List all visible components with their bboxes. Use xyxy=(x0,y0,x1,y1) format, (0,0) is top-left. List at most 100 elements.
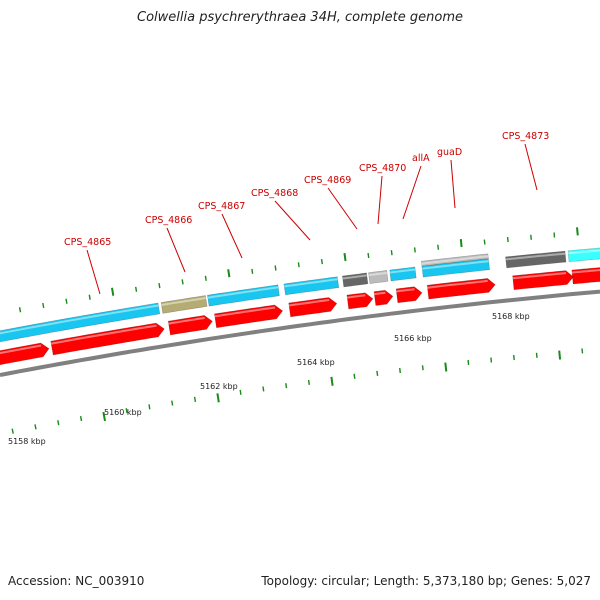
tick-upper xyxy=(135,286,138,292)
tick-lower xyxy=(490,357,493,363)
tick-lower xyxy=(444,362,448,372)
gene-bar-9-highlight xyxy=(505,252,566,261)
tick-lower xyxy=(34,424,37,430)
cds-arrow-8 xyxy=(395,286,423,304)
gene-bar-overlay xyxy=(420,253,489,267)
gene-bar-1 xyxy=(0,302,161,343)
cds-arrow-10 xyxy=(512,270,574,291)
gene-label: CPS_4873 xyxy=(502,131,549,142)
tick-lower xyxy=(239,389,242,395)
tick-lower xyxy=(171,400,174,406)
scale-label: 5162 kbp xyxy=(200,382,238,391)
backbone-line xyxy=(0,289,600,377)
tick-upper xyxy=(437,244,440,250)
cds-arrow-6-highlight xyxy=(347,294,366,299)
tick-lower xyxy=(376,370,379,376)
gene-label: CPS_4870 xyxy=(359,163,406,174)
cds-arrow-4 xyxy=(214,304,284,329)
gene-bar-3-highlight xyxy=(207,286,279,299)
tick-lower xyxy=(11,428,14,434)
tick-upper xyxy=(413,247,416,253)
cds-arrow-1-highlight xyxy=(0,344,42,355)
cds-arrow-9 xyxy=(426,278,496,300)
tick-lower xyxy=(307,379,310,385)
gene-leader-line xyxy=(377,175,383,225)
tick-upper xyxy=(42,302,45,309)
cds-arrow-11-highlight xyxy=(571,269,600,274)
scale-label: 5160 kbp xyxy=(104,408,142,417)
gene-bar-5-highlight xyxy=(342,274,367,280)
gene-leader-line xyxy=(274,200,311,241)
cds-arrow-6 xyxy=(346,292,374,310)
tick-upper xyxy=(297,262,300,268)
gene-bar-5 xyxy=(342,272,369,288)
gene-bar-1-highlight xyxy=(0,304,159,335)
tick-lower xyxy=(216,393,220,403)
tick-upper xyxy=(576,227,579,236)
gene-bar-4 xyxy=(283,276,340,296)
tick-upper xyxy=(320,259,323,265)
tick-upper xyxy=(18,307,22,313)
tick-lower xyxy=(79,415,83,422)
gene-leader-line xyxy=(166,227,186,273)
tick-upper xyxy=(204,275,207,281)
gene-leader-line xyxy=(221,213,243,259)
tick-lower xyxy=(467,359,470,366)
tick-lower xyxy=(285,383,288,389)
cds-arrow-2 xyxy=(50,322,165,356)
gene-bar-4-highlight xyxy=(284,278,338,288)
tick-upper xyxy=(459,238,463,248)
scale-label: 5158 kbp xyxy=(8,437,46,446)
topology-text: Topology: circular; Length: 5,373,180 bp… xyxy=(261,574,591,588)
cds-arrow-8-highlight xyxy=(396,288,415,293)
tick-lower xyxy=(581,348,584,354)
tick-upper xyxy=(367,253,370,259)
tick-lower xyxy=(193,396,197,403)
tick-upper xyxy=(88,294,91,300)
gene-bar-10 xyxy=(567,247,600,263)
tick-upper xyxy=(506,237,509,243)
tick-lower xyxy=(57,420,60,426)
gene-bar-6 xyxy=(368,270,389,284)
cds-arrow-7-highlight xyxy=(374,291,386,296)
cds-arrow-5-highlight xyxy=(288,299,330,307)
gene-label: allA xyxy=(412,153,430,164)
scale-label: 5168 kbp xyxy=(492,312,530,321)
gene-bar-8-highlight xyxy=(422,260,489,270)
tick-lower xyxy=(330,376,334,386)
tick-upper xyxy=(251,268,254,274)
tick-upper xyxy=(343,252,347,262)
gene-label: CPS_4869 xyxy=(304,175,351,186)
tick-upper xyxy=(390,250,393,256)
gene-label: CPS_4868 xyxy=(251,188,298,199)
gene-label: guaD xyxy=(437,147,462,158)
genome-title: Colwellia psychrerythraea 34H, complete … xyxy=(137,10,463,25)
cds-arrow-1 xyxy=(0,342,50,366)
gene-bar-9 xyxy=(505,250,567,269)
gene-leader-line xyxy=(86,249,101,295)
gene-leader-line xyxy=(327,187,358,230)
gene-leader-line xyxy=(402,165,422,220)
gene-bar-2 xyxy=(160,295,208,314)
tick-upper xyxy=(483,239,486,245)
tick-lower xyxy=(102,411,106,422)
tick-upper xyxy=(530,234,532,240)
cds-arrow-10-highlight xyxy=(512,272,567,280)
gene-labels: CPS_4865 CPS_4866 CPS_4867 CPS_4868 CPS_4869… xyxy=(64,131,549,295)
gene-label: CPS_4865 xyxy=(64,237,111,248)
tick-lower xyxy=(513,355,515,361)
genome-backbone xyxy=(0,289,600,377)
cds-arrow-7 xyxy=(373,289,394,306)
gene-bar-2-highlight xyxy=(161,297,206,306)
cds-arrow-3 xyxy=(167,315,213,336)
tick-upper xyxy=(158,282,161,289)
gene-bar-overlay-highlight xyxy=(421,255,489,265)
cds-arrow-2-highlight xyxy=(51,324,157,345)
gene-leader-line xyxy=(450,159,456,209)
tick-lower xyxy=(535,352,538,358)
tick-upper xyxy=(181,279,184,285)
gene-bar-7 xyxy=(389,266,417,282)
gene-bar-6-highlight xyxy=(368,271,388,277)
tick-lower xyxy=(262,386,265,392)
